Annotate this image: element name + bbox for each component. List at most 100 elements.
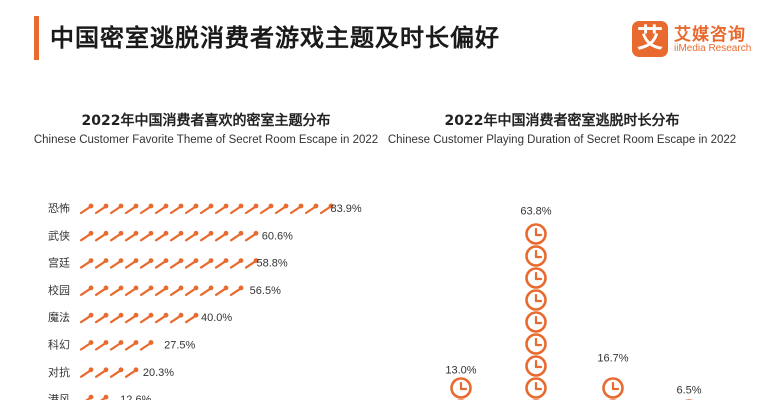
lit-match-icon: [184, 230, 199, 242]
lit-match-icon: [79, 312, 94, 324]
lit-match-icon: [199, 203, 214, 215]
theme-category-label: 武侠: [48, 229, 70, 242]
theme-row: 港风 12.6%: [48, 393, 152, 400]
theme-bar: [85, 394, 109, 400]
duration-bar: 6.5%: [676, 385, 702, 400]
lit-match-icon: [124, 340, 139, 351]
lit-match-icon: [154, 285, 169, 297]
duration-value-label: 63.8%: [520, 205, 551, 217]
lit-match-icon: [109, 230, 124, 242]
lit-match-icon: [94, 230, 109, 242]
lit-match-icon: [124, 367, 139, 378]
theme-value-label: 56.5%: [250, 285, 281, 297]
page-title: 中国密室逃脱消费者游戏主题及时长偏好: [50, 24, 500, 52]
theme-bar: [79, 340, 154, 351]
lit-match-icon: [169, 203, 184, 215]
lit-match-icon: [214, 285, 229, 297]
lit-match-icon: [169, 230, 184, 242]
theme-category-label: 科幻: [48, 338, 70, 352]
iimedia-logo: 艾 艾媒咨询 iiMedia Research: [632, 20, 762, 60]
lit-match-icon: [259, 203, 274, 215]
theme-value-label: 40.0%: [201, 312, 232, 324]
lit-match-icon: [124, 230, 139, 242]
lit-match-icon: [109, 285, 124, 297]
duration-chart: 13.0% 63.8% 16.7% 6.5%: [445, 205, 702, 400]
lit-match-icon: [274, 203, 289, 215]
theme-value-label: 27.5%: [164, 340, 195, 352]
lit-match-icon: [109, 258, 124, 269]
lit-match-icon: [139, 203, 154, 215]
theme-category-label: 魔法: [48, 310, 70, 324]
lit-match-icon: [79, 340, 94, 351]
duration-bar: 13.0%: [445, 364, 477, 400]
duration-chart-title: 2022年中国消费者密室逃脱时长分布: [444, 113, 680, 129]
logo-mark: 艾: [632, 21, 668, 57]
lit-match-icon: [79, 258, 94, 269]
theme-bar: [79, 230, 259, 242]
lit-match-icon: [139, 285, 154, 297]
lit-match-icon: [109, 340, 124, 351]
theme-chart-title: 2022年中国消费者喜欢的密室主题分布: [81, 113, 331, 129]
clock-icon: [602, 377, 624, 399]
lit-match-icon: [169, 312, 184, 324]
clock-icon: [525, 377, 547, 399]
lit-match-icon: [109, 203, 124, 215]
theme-row: 校园 56.5%: [48, 283, 281, 297]
duration-value-label: 16.7%: [597, 353, 628, 365]
theme-row: 科幻 27.5%: [48, 338, 196, 352]
lit-match-icon: [184, 258, 199, 269]
theme-bar: [79, 367, 139, 378]
lit-match-icon: [244, 203, 259, 215]
clock-icon: [525, 267, 547, 289]
lit-match-icon: [229, 203, 244, 215]
lit-match-icon: [100, 394, 109, 400]
lit-match-icon: [139, 312, 154, 324]
clock-icon: [525, 355, 547, 377]
lit-match-icon: [154, 203, 169, 215]
clock-icon: [525, 245, 547, 267]
lit-match-icon: [169, 258, 184, 269]
theme-row: 宫廷 58.8%: [48, 256, 288, 270]
lit-match-icon: [109, 367, 124, 378]
theme-chart-subtitle: Chinese Customer Favorite Theme of Secre…: [33, 134, 379, 146]
lit-match-icon: [229, 285, 244, 297]
lit-match-icon: [199, 285, 214, 297]
lit-match-icon: [244, 230, 259, 242]
lit-match-icon: [139, 340, 154, 351]
theme-bar: [79, 258, 259, 269]
lit-match-icon: [304, 203, 319, 215]
lit-match-icon: [199, 258, 214, 269]
lit-match-icon: [169, 285, 184, 297]
clock-icon: [525, 311, 547, 333]
lit-match-icon: [139, 230, 154, 242]
lit-match-icon: [154, 258, 169, 269]
lit-match-icon: [214, 258, 229, 269]
theme-category-label: 对抗: [48, 365, 70, 379]
logo-text-cn: 艾媒咨询: [674, 25, 746, 45]
lit-match-icon: [124, 203, 139, 215]
lit-match-icon: [124, 285, 139, 297]
duration-bar: 16.7%: [597, 353, 629, 400]
theme-value-label: 60.6%: [262, 230, 293, 242]
lit-match-icon: [199, 230, 214, 242]
lit-match-icon: [139, 258, 154, 269]
lit-match-icon: [94, 340, 109, 351]
lit-match-icon: [124, 312, 139, 324]
lit-match-icon: [244, 258, 259, 269]
theme-bar: [79, 285, 244, 297]
theme-chart: 恐怖 83.9% 武侠 60.6% 宫廷 58.8% 校园 56.5% 魔法 40.0% 科幻 27.…: [48, 201, 362, 400]
lit-match-icon: [214, 203, 229, 215]
lit-match-icon: [94, 312, 109, 324]
theme-bar: [79, 312, 199, 324]
theme-row: 魔法 40.0%: [48, 310, 232, 324]
duration-bar: 63.8%: [520, 205, 552, 400]
theme-category-label: 恐怖: [48, 201, 70, 215]
lit-match-icon: [94, 258, 109, 269]
theme-category-label: 校园: [48, 283, 70, 297]
lit-match-icon: [109, 312, 124, 324]
lit-match-icon: [184, 312, 199, 324]
lit-match-icon: [154, 312, 169, 324]
clock-icon: [450, 377, 472, 399]
clock-icon: [525, 223, 547, 245]
theme-category-label: 港风: [48, 393, 70, 400]
